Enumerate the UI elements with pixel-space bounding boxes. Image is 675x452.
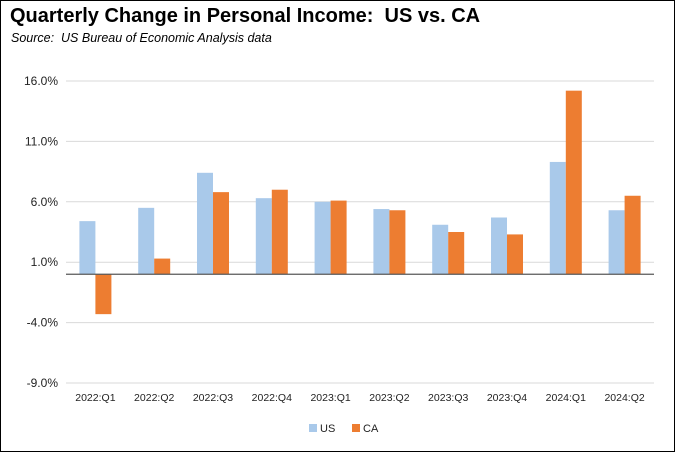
bar-ca-2023-q1: [330, 200, 347, 275]
bar-us-2023-q1: [314, 201, 331, 275]
bar-ca-2024-q1: [565, 90, 582, 275]
bar-ca-2024-q2: [624, 195, 641, 275]
x-tick-label: 2022:Q4: [252, 392, 292, 404]
bar-ca-2022-q2: [154, 258, 171, 275]
bar-ca-2022-q3: [213, 192, 229, 275]
y-tick-label: -4.0%: [27, 316, 59, 330]
y-tick-label: -9.0%: [27, 376, 59, 390]
bar-ca-2022-q4: [271, 189, 288, 275]
x-tick-label: 2023:Q3: [428, 392, 468, 404]
y-tick-label: 6.0%: [31, 195, 59, 209]
y-tick-label: 1.0%: [31, 255, 59, 269]
x-tick-label: 2023:Q2: [369, 392, 409, 404]
x-tick-label: 2022:Q3: [193, 392, 233, 404]
bar-ca-2023-q4: [507, 234, 523, 275]
bar-us-2024-q1: [549, 161, 566, 275]
chart-subtitle: Source: US Bureau of Economic Analysis d…: [11, 31, 272, 45]
y-tick-label: 11.0%: [25, 134, 58, 148]
bar-us-2022-q4: [255, 198, 272, 275]
legend-swatch-ca: [352, 424, 360, 432]
x-tick-label: 2022:Q1: [75, 392, 115, 404]
legend-label-us: US: [320, 423, 335, 435]
bar-ca-2022-q1: [95, 274, 112, 315]
bar-us-2023-q3: [432, 224, 449, 275]
legend-swatch-us: [309, 424, 317, 432]
bar-ca-2023-q3: [448, 232, 465, 275]
bar-us-2022-q1: [79, 221, 96, 275]
bar-us-2022-q3: [197, 172, 213, 275]
chart-title: Quarterly Change in Personal Income: US …: [10, 5, 481, 27]
x-tick-label: 2023:Q1: [310, 392, 350, 404]
x-tick-label: 2022:Q2: [134, 392, 174, 404]
x-tick-label: 2023:Q4: [487, 392, 527, 404]
y-tick-label: 16.0%: [24, 74, 58, 88]
x-tick-label: 2024:Q1: [546, 392, 586, 404]
bar-us-2023-q2: [373, 209, 390, 275]
legend-label-ca: CA: [363, 423, 379, 435]
x-tick-label: 2024:Q2: [604, 392, 644, 404]
bar-us-2022-q2: [138, 207, 155, 275]
bar-us-2024-q2: [608, 210, 625, 275]
bar-ca-2023-q2: [389, 210, 406, 275]
bar-us-2023-q4: [491, 217, 507, 275]
